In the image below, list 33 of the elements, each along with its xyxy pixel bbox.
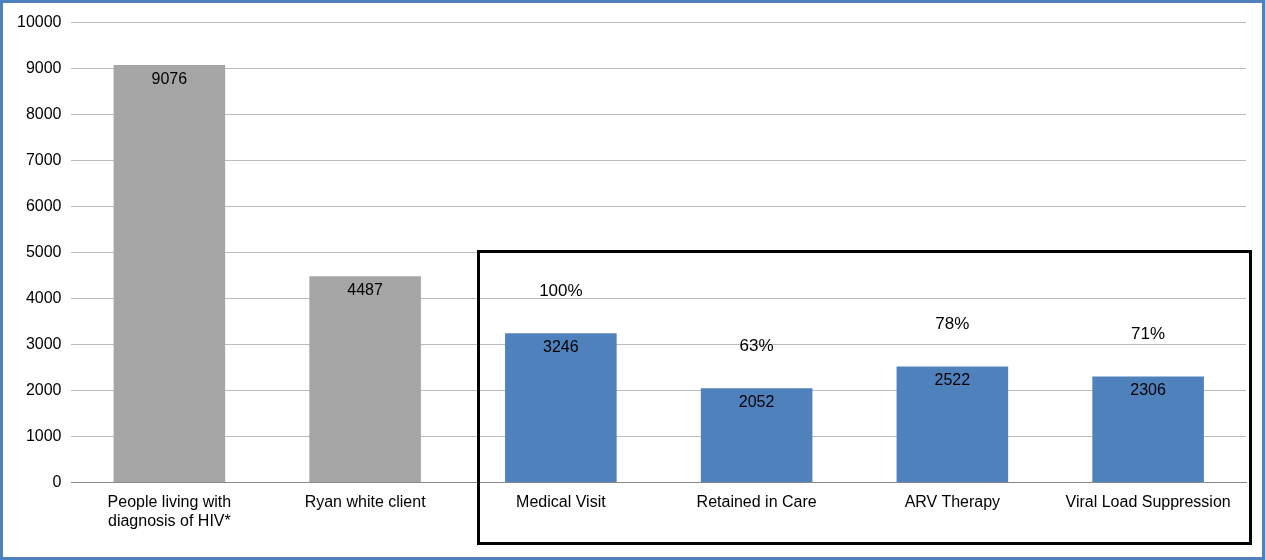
x-tick-label: Retained in Care — [696, 492, 817, 510]
data-label: 3246 — [543, 337, 579, 355]
x-tick-label: Viral Load Suppression — [1065, 492, 1231, 510]
data-label: 2052 — [738, 392, 775, 410]
bar — [309, 276, 421, 483]
y-tick-label: 8000 — [25, 105, 62, 123]
x-tick-label: Ryan white client — [304, 492, 427, 510]
y-tick-label: 4000 — [25, 289, 62, 307]
y-tick-label: 6000 — [25, 197, 62, 215]
data-label: 4487 — [347, 280, 384, 298]
data-label: 2306 — [1130, 380, 1167, 398]
annotation: 63% — [739, 335, 774, 355]
annotation: 78% — [935, 314, 970, 334]
y-tick-label: 9000 — [25, 59, 62, 77]
annotation: 71% — [1131, 324, 1166, 344]
bar — [1092, 376, 1204, 483]
y-tick-label: 3000 — [25, 335, 62, 353]
y-tick-label: 7000 — [25, 151, 62, 169]
y-tick-label: 5000 — [25, 243, 62, 261]
bar — [113, 65, 226, 483]
y-tick-label: 1000 — [25, 427, 62, 445]
bar — [896, 366, 1009, 483]
y-tick-label: 0 — [52, 473, 62, 491]
annotation: 100% — [539, 280, 583, 300]
bar — [505, 333, 617, 483]
y-tick-label: 10000 — [16, 13, 62, 31]
x-tick-label: ARV Therapy — [904, 492, 1001, 510]
data-label: 2522 — [934, 370, 971, 388]
bar — [700, 388, 813, 483]
y-tick-label: 2000 — [25, 381, 62, 399]
data-label: 9076 — [151, 69, 188, 87]
x-tick-label: People living with diagnosis of HIV* — [107, 492, 232, 529]
x-tick-label: Medical Visit — [516, 492, 607, 510]
